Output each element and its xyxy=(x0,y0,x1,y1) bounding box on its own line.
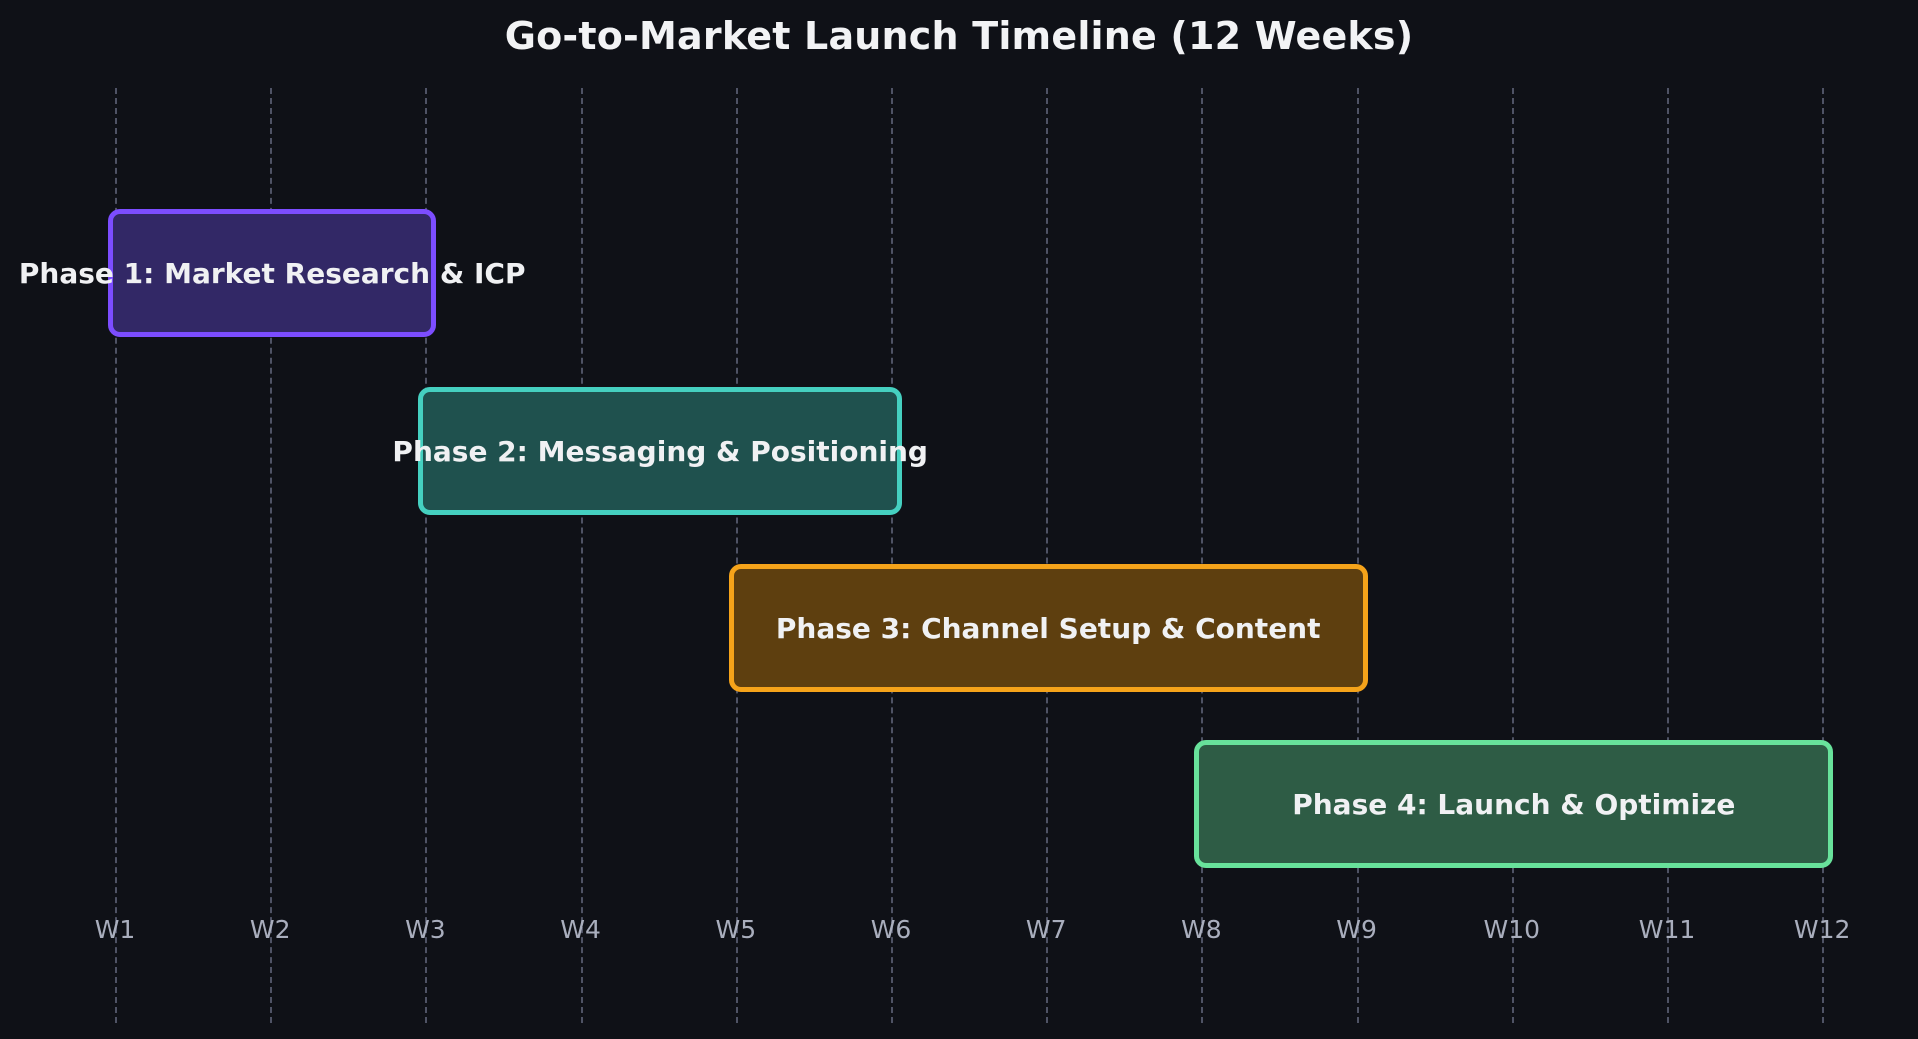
x-tick-label-w8: W8 xyxy=(1181,915,1222,944)
gantt-bar-label-phase-3: Phase 3: Channel Setup & Content xyxy=(775,611,1321,645)
gridline-w12 xyxy=(1822,88,1825,1023)
gantt-bar-phase-2[interactable]: Phase 2: Messaging & Positioning xyxy=(392,387,928,515)
gantt-bar-phase-4[interactable]: Phase 4: Launch & Optimize xyxy=(1194,740,1834,868)
gantt-bar-phase-1[interactable]: Phase 1: Market Research & ICP xyxy=(19,209,526,337)
gridline-w10 xyxy=(1511,88,1514,1023)
x-tick-label-w9: W9 xyxy=(1336,915,1377,944)
gantt-bar-label-phase-1: Phase 1: Market Research & ICP xyxy=(18,256,526,290)
gridline-w1 xyxy=(115,88,117,1023)
gridline-w6 xyxy=(891,88,893,1023)
x-tick-label-w10: W10 xyxy=(1483,915,1541,944)
gantt-bar-label-phase-4: Phase 4: Launch & Optimize xyxy=(1292,787,1736,821)
gantt-bar-label-phase-2: Phase 2: Messaging & Positioning xyxy=(392,434,928,468)
x-tick-label-w12: W12 xyxy=(1793,915,1851,944)
x-tick-label-w7: W7 xyxy=(1025,915,1067,944)
x-tick-label-w6: W6 xyxy=(870,915,912,944)
x-tick-label-w3: W3 xyxy=(405,915,446,944)
gridline-w4 xyxy=(580,88,583,1023)
gridline-w7 xyxy=(1046,88,1049,1023)
gridline-w11 xyxy=(1667,88,1669,1023)
gridline-w2 xyxy=(270,88,273,1023)
gantt-bar-phase-3[interactable]: Phase 3: Channel Setup & Content xyxy=(728,564,1368,692)
x-tick-label-w5: W5 xyxy=(715,915,757,944)
gridline-w8 xyxy=(1201,88,1204,1023)
gridline-w5 xyxy=(735,88,738,1023)
gridline-w3 xyxy=(425,88,428,1023)
x-tick-label-w1: W1 xyxy=(94,915,136,944)
x-tick-label-w2: W2 xyxy=(249,915,291,944)
gridline-w9 xyxy=(1356,88,1359,1023)
x-tick-label-w11: W11 xyxy=(1638,915,1696,944)
chart-title: Go-to-Market Launch Timeline (12 Weeks) xyxy=(504,14,1414,58)
x-tick-label-w4: W4 xyxy=(560,915,601,944)
